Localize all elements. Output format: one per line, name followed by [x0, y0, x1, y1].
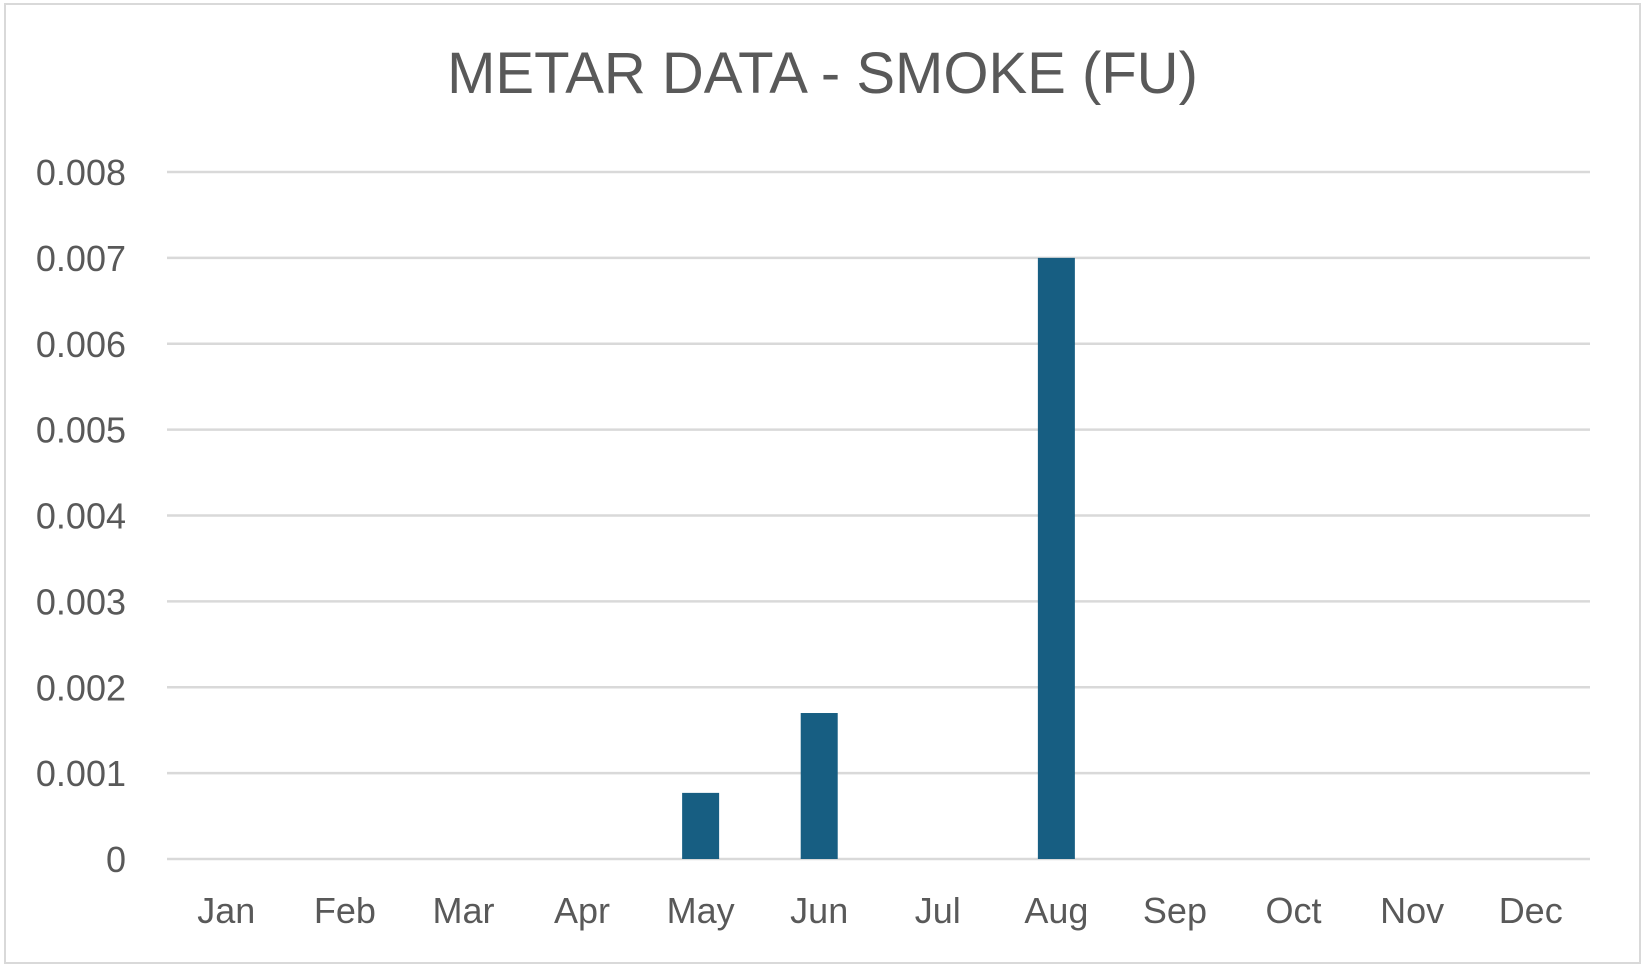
- x-tick-label-sep: Sep: [1143, 890, 1207, 931]
- y-tick-label: 0.008: [36, 152, 126, 193]
- x-tick-label-oct: Oct: [1266, 890, 1322, 931]
- x-axis-tick-labels: Jan Feb Mar Apr May Jun Jul Aug Sep Oct Nov Dec: [197, 890, 1562, 931]
- x-tick-label-jul: Jul: [915, 890, 961, 931]
- y-tick-label: 0.006: [36, 324, 126, 365]
- x-tick-label-mar: Mar: [432, 890, 494, 931]
- y-tick-label: 0: [106, 839, 126, 880]
- x-tick-label-apr: Apr: [554, 890, 610, 931]
- gridlines: [167, 170, 1590, 861]
- y-tick-label: 0.005: [36, 410, 126, 451]
- y-tick-label: 0.001: [36, 753, 126, 794]
- x-tick-label-feb: Feb: [314, 890, 376, 931]
- x-tick-label-jan: Jan: [197, 890, 255, 931]
- bar-jun: [800, 713, 838, 859]
- y-tick-label: 0.003: [36, 581, 126, 622]
- x-tick-label-jun: Jun: [790, 890, 848, 931]
- x-tick-label-aug: Aug: [1024, 890, 1088, 931]
- y-axis-tick-labels: 0 0.001 0.002 0.003 0.004 0.005 0.006 0.007 0.00…: [36, 152, 126, 880]
- x-tick-label-nov: Nov: [1380, 890, 1444, 931]
- bar-aug: [1037, 257, 1075, 859]
- bar-may: [682, 792, 720, 859]
- bars: [682, 257, 1075, 859]
- y-tick-label: 0.007: [36, 238, 126, 279]
- y-tick-label: 0.002: [36, 667, 126, 708]
- chart-title: METAR DATA - SMOKE (FU): [447, 41, 1198, 106]
- y-tick-label: 0.004: [36, 496, 126, 537]
- x-tick-label-may: May: [667, 890, 735, 931]
- x-tick-label-dec: Dec: [1499, 890, 1563, 931]
